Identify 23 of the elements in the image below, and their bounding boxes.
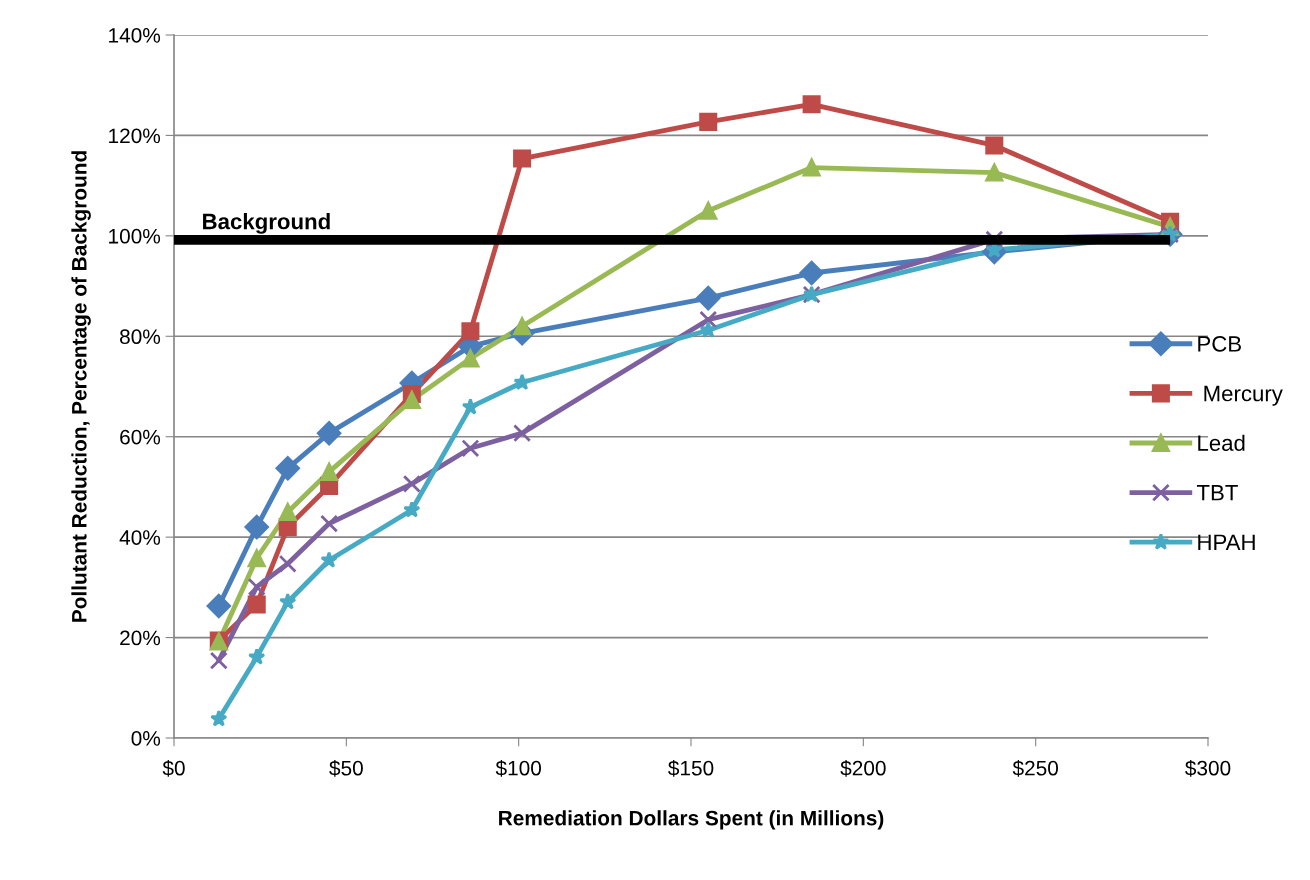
x-tick-label: $150 bbox=[668, 759, 714, 777]
x-tick-label: $50 bbox=[329, 759, 363, 777]
legend-label: Mercury bbox=[1204, 385, 1283, 406]
legend-label: Lead bbox=[1198, 434, 1245, 451]
ref-line-label: Background bbox=[203, 213, 330, 234]
y-tick-label: 120% bbox=[109, 128, 161, 144]
legend-label: TBT bbox=[1196, 485, 1238, 501]
legend-label: PCB bbox=[1198, 336, 1241, 352]
legend-label: HPAH bbox=[1198, 534, 1255, 550]
x-tick-label: $300 bbox=[1185, 759, 1231, 777]
y-tick-label: 0% bbox=[131, 731, 161, 746]
y-tick-label: 140% bbox=[109, 28, 161, 43]
x-tick-label: $0 bbox=[162, 759, 185, 777]
y-tick-label: 60% bbox=[120, 429, 161, 445]
y-tick-label: 40% bbox=[119, 530, 161, 545]
x-tick-label: $250 bbox=[1012, 759, 1059, 777]
y-tick-label: 100% bbox=[109, 228, 161, 244]
x-axis-title: Remediation Dollars Spent (in Millions) bbox=[499, 810, 884, 830]
y-axis-title: Pollutant Reduction, Percentage of Background bbox=[71, 151, 91, 622]
x-tick-label: $200 bbox=[840, 759, 886, 777]
x-tick-label: $100 bbox=[495, 759, 542, 777]
y-tick-label: 80% bbox=[120, 329, 161, 345]
y-tick-label: 20% bbox=[120, 630, 161, 646]
